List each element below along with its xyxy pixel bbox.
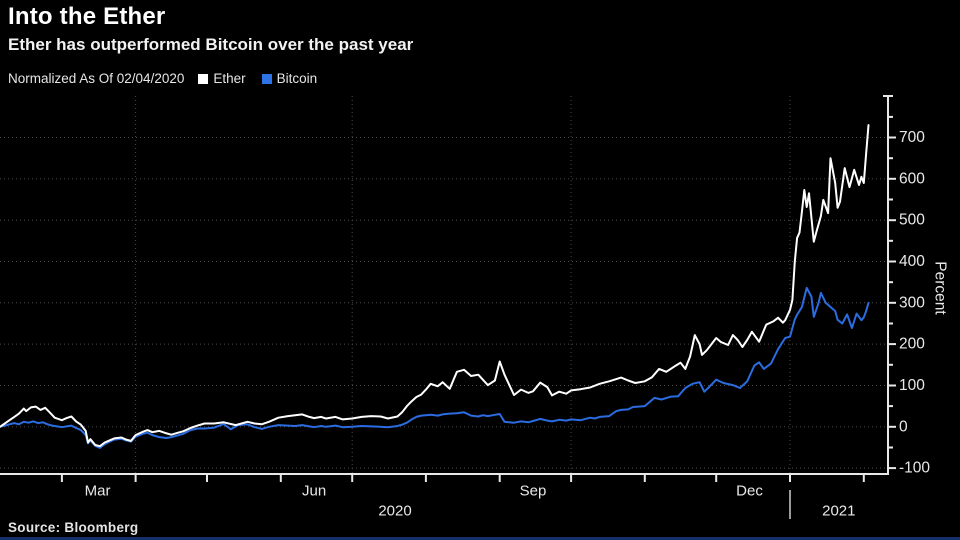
svg-text:400: 400 xyxy=(899,253,925,270)
svg-text:Jun: Jun xyxy=(302,483,326,500)
bottom-accent-bar xyxy=(0,537,960,540)
svg-text:2020: 2020 xyxy=(378,503,411,520)
svg-text:500: 500 xyxy=(899,212,925,229)
svg-text:200: 200 xyxy=(899,336,925,353)
svg-text:100: 100 xyxy=(899,377,925,394)
legend-label-bitcoin: Bitcoin xyxy=(276,71,318,86)
svg-text:Sep: Sep xyxy=(520,483,547,500)
chart-legend: Normalized As Of 02/04/2020 Ether Bitcoi… xyxy=(8,71,333,86)
normalization-note: Normalized As Of 02/04/2020 xyxy=(8,71,185,86)
svg-text:0: 0 xyxy=(899,418,908,435)
legend-item-ether: Ether xyxy=(198,71,246,86)
bitcoin-swatch-icon xyxy=(261,73,272,84)
legend-label-ether: Ether xyxy=(213,71,246,86)
svg-text:700: 700 xyxy=(899,129,925,146)
svg-text:Mar: Mar xyxy=(85,483,111,500)
legend-item-bitcoin: Bitcoin xyxy=(261,71,318,86)
svg-text:Dec: Dec xyxy=(736,483,763,500)
svg-text:2021: 2021 xyxy=(822,503,855,520)
source-attribution: Source: Bloomberg xyxy=(8,520,139,535)
chart-subtitle: Ether has outperformed Bitcoin over the … xyxy=(8,35,414,54)
ether-swatch-icon xyxy=(198,73,209,84)
svg-text:-100: -100 xyxy=(899,460,930,477)
page-title: Into the Ether xyxy=(8,3,166,30)
svg-text:Percent: Percent xyxy=(932,261,949,315)
svg-text:600: 600 xyxy=(899,170,925,187)
svg-text:300: 300 xyxy=(899,294,925,311)
